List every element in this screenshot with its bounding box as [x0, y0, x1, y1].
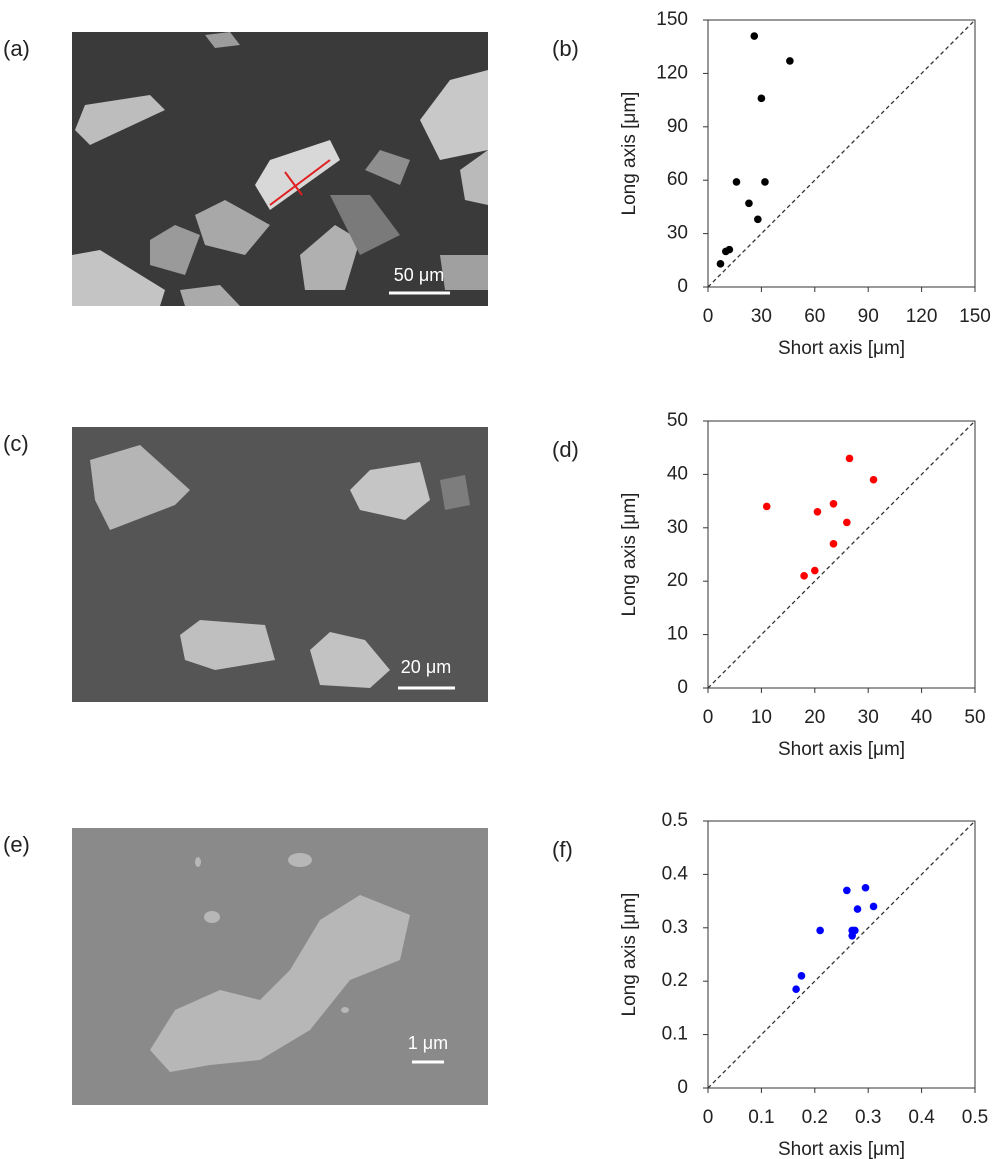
y-tick-label: 30: [667, 517, 688, 538]
y-tick-label: 0: [677, 1077, 688, 1098]
point: [797, 972, 806, 980]
point: [869, 475, 878, 484]
x-tick-label: 30: [751, 306, 772, 327]
point: [750, 32, 759, 40]
scale-bar-label: 50 μm: [394, 265, 444, 285]
point: [725, 245, 734, 254]
x-tick-label: 0.4: [908, 1107, 935, 1128]
point: [851, 926, 859, 935]
sem-image: [72, 427, 488, 702]
panel-label: (e): [3, 832, 30, 857]
panel-label: (d): [552, 437, 579, 462]
y-tick-label: 0.1: [662, 1024, 688, 1045]
y-tick-label: 0.5: [662, 810, 688, 831]
x-tick-label: 0: [703, 306, 714, 327]
y-tick-label: 50: [667, 410, 688, 431]
x-tick-label: 150: [959, 306, 991, 327]
panel-label: (b): [552, 36, 579, 61]
point: [754, 215, 762, 224]
scale-bar-label: 20 μm: [401, 657, 451, 677]
x-tick-label: 30: [858, 707, 879, 728]
plot-frame: [707, 19, 976, 288]
point: [816, 926, 824, 935]
x-tick-label: 40: [911, 707, 932, 728]
sem-image: [72, 828, 488, 1105]
y-tick-label: 10: [667, 624, 688, 645]
x-tick-label: 0: [703, 1107, 714, 1128]
y-tick-label: 30: [667, 223, 688, 244]
point: [716, 260, 725, 268]
point: [843, 518, 851, 527]
x-tick-label: 60: [804, 306, 825, 327]
point: [813, 507, 822, 516]
x-tick-label: 90: [858, 306, 879, 327]
y-tick-label: 0.4: [662, 863, 689, 884]
y-axis-label: Long axis [μm]: [619, 493, 640, 617]
point: [786, 57, 794, 65]
y-tick-label: 90: [667, 116, 688, 137]
diagonal: [707, 420, 976, 689]
sem-image: [72, 32, 488, 306]
point: [861, 883, 870, 892]
y-tick-label: 0.2: [662, 970, 688, 991]
x-axis-label: Short axis [μm]: [778, 338, 905, 359]
plot-frame: [707, 420, 976, 689]
point: [843, 886, 851, 895]
x-tick-label: 0.2: [802, 1107, 828, 1128]
y-tick-label: 0.3: [662, 917, 688, 938]
y-tick-label: 0: [677, 276, 688, 297]
y-tick-label: 0: [677, 677, 688, 698]
y-tick-label: 20: [667, 570, 688, 591]
point: [762, 502, 771, 511]
x-tick-label: 10: [751, 707, 772, 728]
point: [800, 572, 808, 580]
point: [732, 178, 741, 186]
y-axis-label: Long axis [μm]: [619, 893, 640, 1017]
panel-label: (f): [552, 837, 573, 862]
panel-label: (c): [3, 431, 29, 456]
point: [745, 199, 753, 208]
point: [829, 499, 838, 508]
point: [811, 566, 819, 575]
point: [845, 454, 854, 463]
y-axis-label: Long axis [μm]: [619, 92, 640, 216]
x-tick-label: 20: [804, 707, 825, 728]
plot-frame: [707, 820, 976, 1089]
x-tick-label: 0: [703, 707, 714, 728]
diagonal: [707, 19, 976, 288]
x-tick-label: 0.3: [855, 1107, 881, 1128]
point: [869, 902, 878, 911]
scale-bar-label: 1 μm: [408, 1033, 448, 1053]
x-tick-label: 120: [906, 306, 938, 327]
y-tick-label: 150: [656, 9, 688, 30]
point: [792, 985, 800, 994]
x-tick-label: 0.1: [748, 1107, 774, 1128]
x-tick-label: 0.5: [962, 1107, 988, 1128]
point: [761, 178, 769, 186]
panel-label: (a): [3, 36, 30, 61]
x-tick-label: 50: [964, 707, 985, 728]
x-axis-label: Short axis [μm]: [778, 739, 905, 760]
point: [829, 540, 838, 548]
diagonal: [707, 820, 976, 1089]
y-tick-label: 60: [667, 169, 688, 190]
x-axis-label: Short axis [μm]: [778, 1139, 905, 1159]
y-tick-label: 120: [656, 62, 688, 83]
y-tick-label: 40: [667, 463, 688, 484]
point: [853, 905, 862, 913]
point: [757, 94, 766, 103]
